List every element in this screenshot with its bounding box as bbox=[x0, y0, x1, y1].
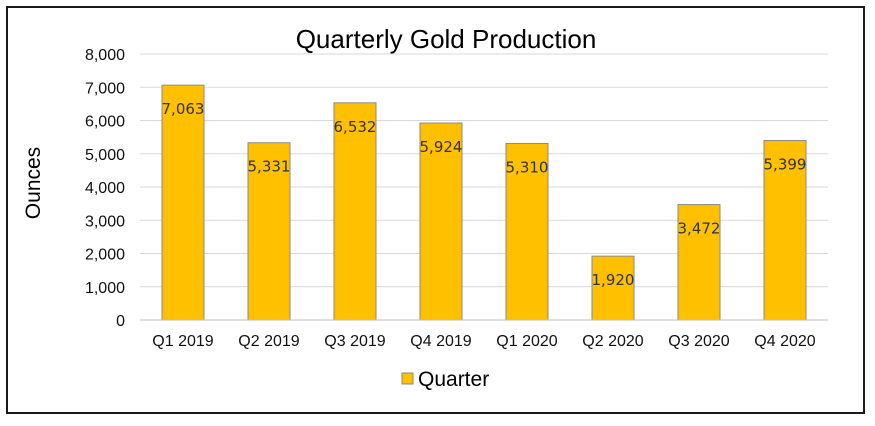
y-tick-label: 2,000 bbox=[85, 247, 125, 264]
bar bbox=[505, 142, 549, 321]
data-label: 5,924 bbox=[420, 138, 463, 156]
legend-swatch bbox=[401, 372, 414, 385]
y-tick-label: 4,000 bbox=[85, 180, 125, 197]
x-tick-label: Q4 2020 bbox=[754, 333, 815, 350]
x-tick-label: Q4 2019 bbox=[410, 333, 471, 350]
x-axis-ticks: Q1 2019 Q2 2019 Q3 2019 Q4 2019 Q1 2020 Q2 20… bbox=[152, 333, 815, 350]
bar bbox=[677, 204, 721, 321]
x-tick-label: Q3 2019 bbox=[324, 333, 385, 350]
data-label: 7,063 bbox=[162, 100, 205, 118]
chart-title: Quarterly Gold Production bbox=[296, 24, 597, 54]
data-label: 5,310 bbox=[506, 158, 549, 176]
y-tick-label: 1,000 bbox=[85, 280, 125, 297]
x-tick-label: Q2 2020 bbox=[582, 333, 643, 350]
bar bbox=[161, 84, 205, 321]
legend: Quarter bbox=[401, 368, 489, 391]
y-axis-ticks: 0 1,000 2,000 3,000 4,000 5,000 6,000 7,000 8,00… bbox=[85, 47, 125, 330]
data-label: 5,399 bbox=[764, 155, 807, 173]
y-tick-label: 3,000 bbox=[85, 213, 125, 230]
x-tick-label: Q3 2020 bbox=[668, 333, 729, 350]
bar bbox=[247, 142, 291, 321]
y-tick-label: 8,000 bbox=[85, 47, 125, 64]
y-tick-label: 5,000 bbox=[85, 147, 125, 164]
data-labels: 7,063 5,331 6,532 5,924 5,310 1,920 3,472 5,399 bbox=[162, 100, 807, 289]
x-tick-label: Q1 2019 bbox=[152, 333, 213, 350]
bars bbox=[161, 84, 807, 321]
data-label: 1,920 bbox=[592, 271, 635, 289]
y-tick-label: 6,000 bbox=[85, 114, 125, 131]
x-tick-label: Q2 2019 bbox=[238, 333, 299, 350]
data-label: 6,532 bbox=[334, 118, 377, 136]
bar bbox=[419, 122, 463, 321]
y-tick-label: 7,000 bbox=[85, 80, 125, 97]
y-axis-label: Ounces bbox=[22, 147, 45, 219]
y-tick-label: 0 bbox=[116, 313, 125, 330]
bar bbox=[591, 255, 635, 321]
data-label: 5,331 bbox=[248, 158, 291, 176]
gridlines bbox=[140, 53, 828, 288]
x-tick-label: Q1 2020 bbox=[496, 333, 557, 350]
legend-label: Quarter bbox=[418, 368, 489, 391]
data-label: 3,472 bbox=[678, 220, 721, 238]
bar bbox=[333, 102, 377, 321]
